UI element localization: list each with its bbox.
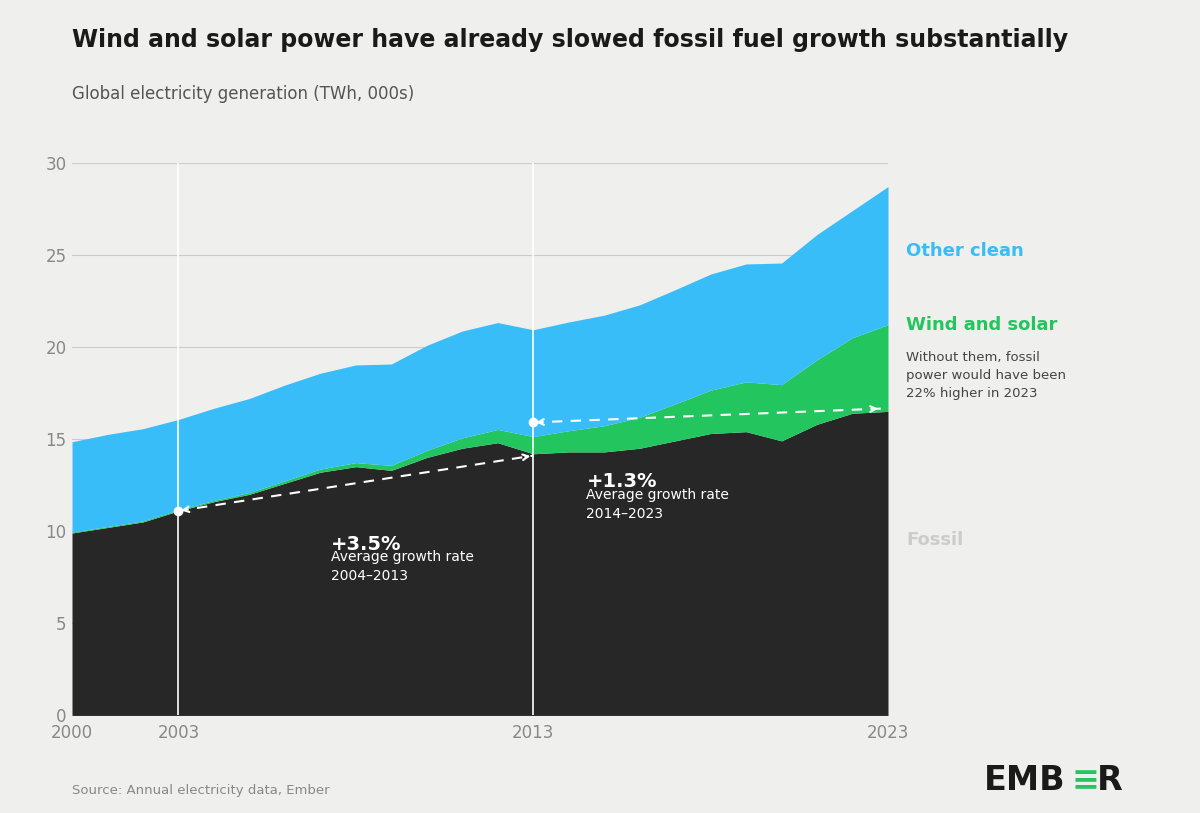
Text: +3.5%: +3.5%: [331, 535, 402, 554]
Text: Fossil: Fossil: [906, 532, 964, 550]
Text: Global electricity generation (TWh, 000s): Global electricity generation (TWh, 000s…: [72, 85, 414, 103]
Text: Average growth rate
2014–2023: Average growth rate 2014–2023: [587, 488, 730, 521]
Text: Without them, fossil
power would have been
22% higher in 2023: Without them, fossil power would have be…: [906, 350, 1066, 399]
Text: EMB: EMB: [984, 764, 1066, 797]
Text: R: R: [1097, 764, 1122, 797]
Text: Wind and solar: Wind and solar: [906, 315, 1057, 334]
Text: Other clean: Other clean: [906, 242, 1024, 260]
Text: +1.3%: +1.3%: [587, 472, 656, 491]
Text: Wind and solar power have already slowed fossil fuel growth substantially: Wind and solar power have already slowed…: [72, 28, 1068, 53]
Text: Average growth rate
2004–2013: Average growth rate 2004–2013: [331, 550, 474, 583]
Text: Source: Annual electricity data, Ember: Source: Annual electricity data, Ember: [72, 784, 330, 797]
Text: ≡: ≡: [1072, 764, 1099, 797]
